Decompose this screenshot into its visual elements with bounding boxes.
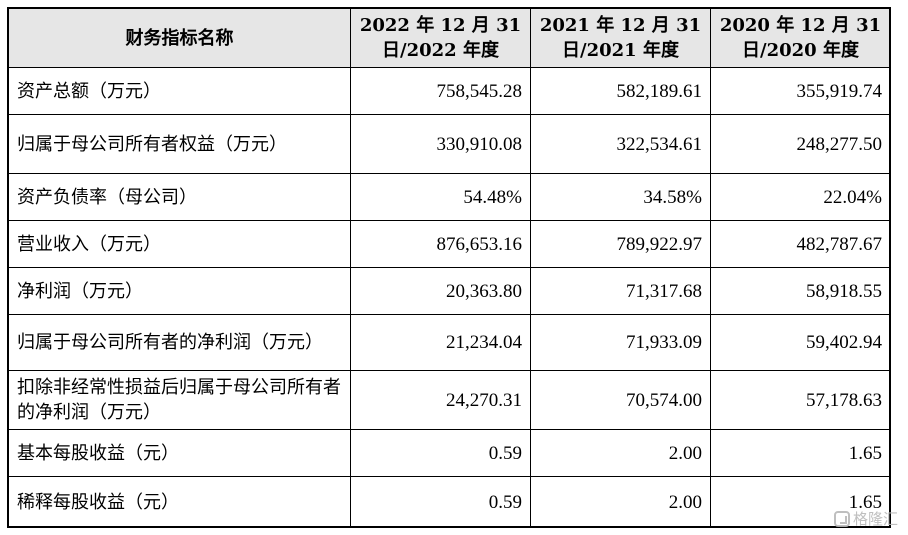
table-row: 营业收入（万元） 876,653.16 789,922.97 482,787.6…	[8, 220, 891, 268]
header-2020: 2020 年 12 月 31 日/2020 年度	[710, 8, 891, 68]
value-2021: 34.58%	[530, 173, 711, 221]
watermark: 格隆汇	[833, 508, 898, 529]
row-label: 净利润（万元）	[8, 267, 351, 315]
value-2022: 330,910.08	[350, 114, 531, 174]
value-2020: 1.65	[710, 429, 891, 477]
value-2022: 54.48%	[350, 173, 531, 221]
value-2020: 1.65	[710, 476, 891, 528]
value-2021: 2.00	[530, 429, 711, 477]
table-row: 归属于母公司所有者权益（万元） 330,910.08 322,534.61 24…	[8, 114, 891, 174]
header-2022: 2022 年 12 月 31 日/2022 年度	[350, 8, 531, 68]
table-row: 资产总额（万元） 758,545.28 582,189.61 355,919.7…	[8, 67, 891, 115]
row-label: 营业收入（万元）	[8, 220, 351, 268]
value-2022: 0.59	[350, 476, 531, 528]
value-2020: 248,277.50	[710, 114, 891, 174]
table-row: 基本每股收益（元） 0.59 2.00 1.65	[8, 429, 891, 477]
value-2020: 58,918.55	[710, 267, 891, 315]
row-label: 稀释每股收益（元）	[8, 476, 351, 528]
value-2020: 355,919.74	[710, 67, 891, 115]
value-2021: 2.00	[530, 476, 711, 528]
table-row: 归属于母公司所有者的净利润（万元） 21,234.04 71,933.09 59…	[8, 314, 891, 371]
row-label: 扣除非经常性损益后归属于母公司所有者的净利润（万元）	[8, 370, 351, 430]
header-row: 财务指标名称 2022 年 12 月 31 日/2022 年度 2021 年 1…	[8, 8, 891, 68]
row-label: 资产总额（万元）	[8, 67, 351, 115]
value-2021: 789,922.97	[530, 220, 711, 268]
row-label: 归属于母公司所有者权益（万元）	[8, 114, 351, 174]
value-2021: 70,574.00	[530, 370, 711, 430]
value-2022: 0.59	[350, 429, 531, 477]
value-2020: 22.04%	[710, 173, 891, 221]
value-2022: 21,234.04	[350, 314, 531, 371]
value-2020: 59,402.94	[710, 314, 891, 371]
value-2022: 24,270.31	[350, 370, 531, 430]
value-2022: 876,653.16	[350, 220, 531, 268]
table-row: 资产负债率（母公司） 54.48% 34.58% 22.04%	[8, 173, 891, 221]
value-2021: 322,534.61	[530, 114, 711, 174]
value-2021: 71,933.09	[530, 314, 711, 371]
row-label: 资产负债率（母公司）	[8, 173, 351, 221]
value-2020: 482,787.67	[710, 220, 891, 268]
financial-indicators-table: 财务指标名称 2022 年 12 月 31 日/2022 年度 2021 年 1…	[8, 8, 891, 528]
header-2021: 2021 年 12 月 31 日/2021 年度	[530, 8, 711, 68]
brand-logo-icon	[833, 510, 850, 527]
value-2021: 71,317.68	[530, 267, 711, 315]
header-indicator-name: 财务指标名称	[8, 8, 351, 68]
table-row: 扣除非经常性损益后归属于母公司所有者的净利润（万元） 24,270.31 70,…	[8, 370, 891, 430]
value-2022: 758,545.28	[350, 67, 531, 115]
value-2021: 582,189.61	[530, 67, 711, 115]
watermark-text: 格隆汇	[852, 510, 898, 528]
row-label: 基本每股收益（元）	[8, 429, 351, 477]
table-row: 稀释每股收益（元） 0.59 2.00 1.65	[8, 476, 891, 528]
value-2020: 57,178.63	[710, 370, 891, 430]
row-label: 归属于母公司所有者的净利润（万元）	[8, 314, 351, 371]
table-row: 净利润（万元） 20,363.80 71,317.68 58,918.55	[8, 267, 891, 315]
value-2022: 20,363.80	[350, 267, 531, 315]
